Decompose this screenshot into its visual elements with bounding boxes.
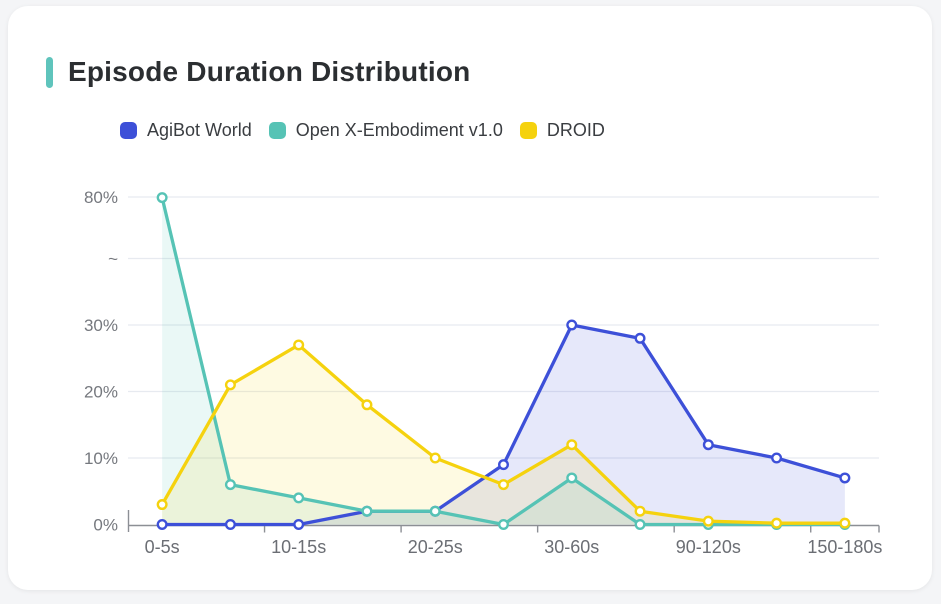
- data-point-open-x-embodiment-v1-0[interactable]: [429, 505, 441, 517]
- series-area-open-x-embodiment-v1-0: [162, 197, 845, 525]
- data-point-droid[interactable]: [293, 339, 305, 351]
- data-point-agibot-world[interactable]: [156, 519, 168, 531]
- legend-item-agibot-world[interactable]: AgiBot World: [120, 120, 252, 141]
- x-axis-label: 150-180s: [807, 537, 882, 557]
- data-point-droid[interactable]: [498, 479, 510, 491]
- x-axis-label: 30-60s: [544, 537, 599, 557]
- data-point-open-x-embodiment-v1-0[interactable]: [156, 192, 168, 204]
- data-point-droid[interactable]: [702, 515, 714, 527]
- x-axis-label: 10-15s: [271, 537, 326, 557]
- legend-swatch: [519, 122, 537, 139]
- data-point-agibot-world[interactable]: [498, 459, 510, 471]
- data-point-open-x-embodiment-v1-0[interactable]: [361, 505, 373, 517]
- x-axis-label: 90-120s: [676, 537, 741, 557]
- data-point-droid[interactable]: [224, 379, 236, 391]
- episode-duration-line-chart[interactable]: 0% 10% 20% 30% ~80% 0-5s 10-15s 20-25s 30-60s 90-…: [8, 6, 941, 604]
- y-axis-label: 0%: [93, 516, 118, 535]
- legend-item-droid[interactable]: DROID: [519, 120, 605, 141]
- data-point-droid[interactable]: [839, 517, 851, 529]
- data-point-open-x-embodiment-v1-0[interactable]: [293, 492, 305, 504]
- chart-card: Episode Duration Distribution AgiBot Wor…: [8, 6, 932, 590]
- y-axis-label: 30%: [84, 316, 118, 335]
- series-area-droid: [162, 344, 845, 525]
- data-point-agibot-world[interactable]: [224, 519, 236, 531]
- data-point-droid[interactable]: [429, 452, 441, 464]
- y-axis-label: 80%: [84, 188, 118, 207]
- data-point-agibot-world[interactable]: [771, 452, 783, 464]
- data-point-agibot-world[interactable]: [293, 519, 305, 531]
- data-point-droid[interactable]: [361, 399, 373, 411]
- legend-label: AgiBot World: [147, 120, 252, 140]
- data-point-droid[interactable]: [771, 517, 783, 529]
- data-point-droid[interactable]: [566, 439, 578, 451]
- title-accent-bar: [46, 56, 53, 88]
- data-point-droid[interactable]: [156, 499, 168, 511]
- data-point-droid[interactable]: [634, 505, 646, 517]
- legend-swatch: [268, 122, 286, 139]
- data-point-agibot-world[interactable]: [566, 319, 578, 331]
- y-axis-label: ~: [108, 250, 118, 269]
- legend-label: DROID: [546, 120, 605, 140]
- data-point-open-x-embodiment-v1-0[interactable]: [634, 519, 646, 531]
- x-axis-label: 20-25s: [408, 537, 463, 557]
- legend-item-open-x-embodiment-v1-0[interactable]: Open X-Embodiment v1.0: [268, 120, 503, 141]
- title-row: Episode Duration Distribution: [46, 56, 470, 88]
- x-axis-label: 0-5s: [145, 537, 180, 557]
- y-axis-label: 20%: [84, 383, 118, 402]
- chart-title: Episode Duration Distribution: [68, 56, 471, 87]
- chart-legend: AgiBot World Open X-Embodiment v1.0 DROID: [120, 120, 605, 141]
- series-area-agibot-world: [162, 325, 845, 525]
- data-point-agibot-world[interactable]: [702, 439, 714, 451]
- legend-label: Open X-Embodiment v1.0: [295, 120, 503, 140]
- data-point-open-x-embodiment-v1-0[interactable]: [566, 472, 578, 484]
- data-point-agibot-world[interactable]: [634, 332, 646, 344]
- data-point-agibot-world[interactable]: [839, 472, 851, 484]
- data-point-open-x-embodiment-v1-0[interactable]: [498, 519, 510, 531]
- data-point-open-x-embodiment-v1-0[interactable]: [224, 479, 236, 491]
- legend-swatch: [120, 122, 137, 139]
- y-axis-label: 10%: [84, 449, 118, 468]
